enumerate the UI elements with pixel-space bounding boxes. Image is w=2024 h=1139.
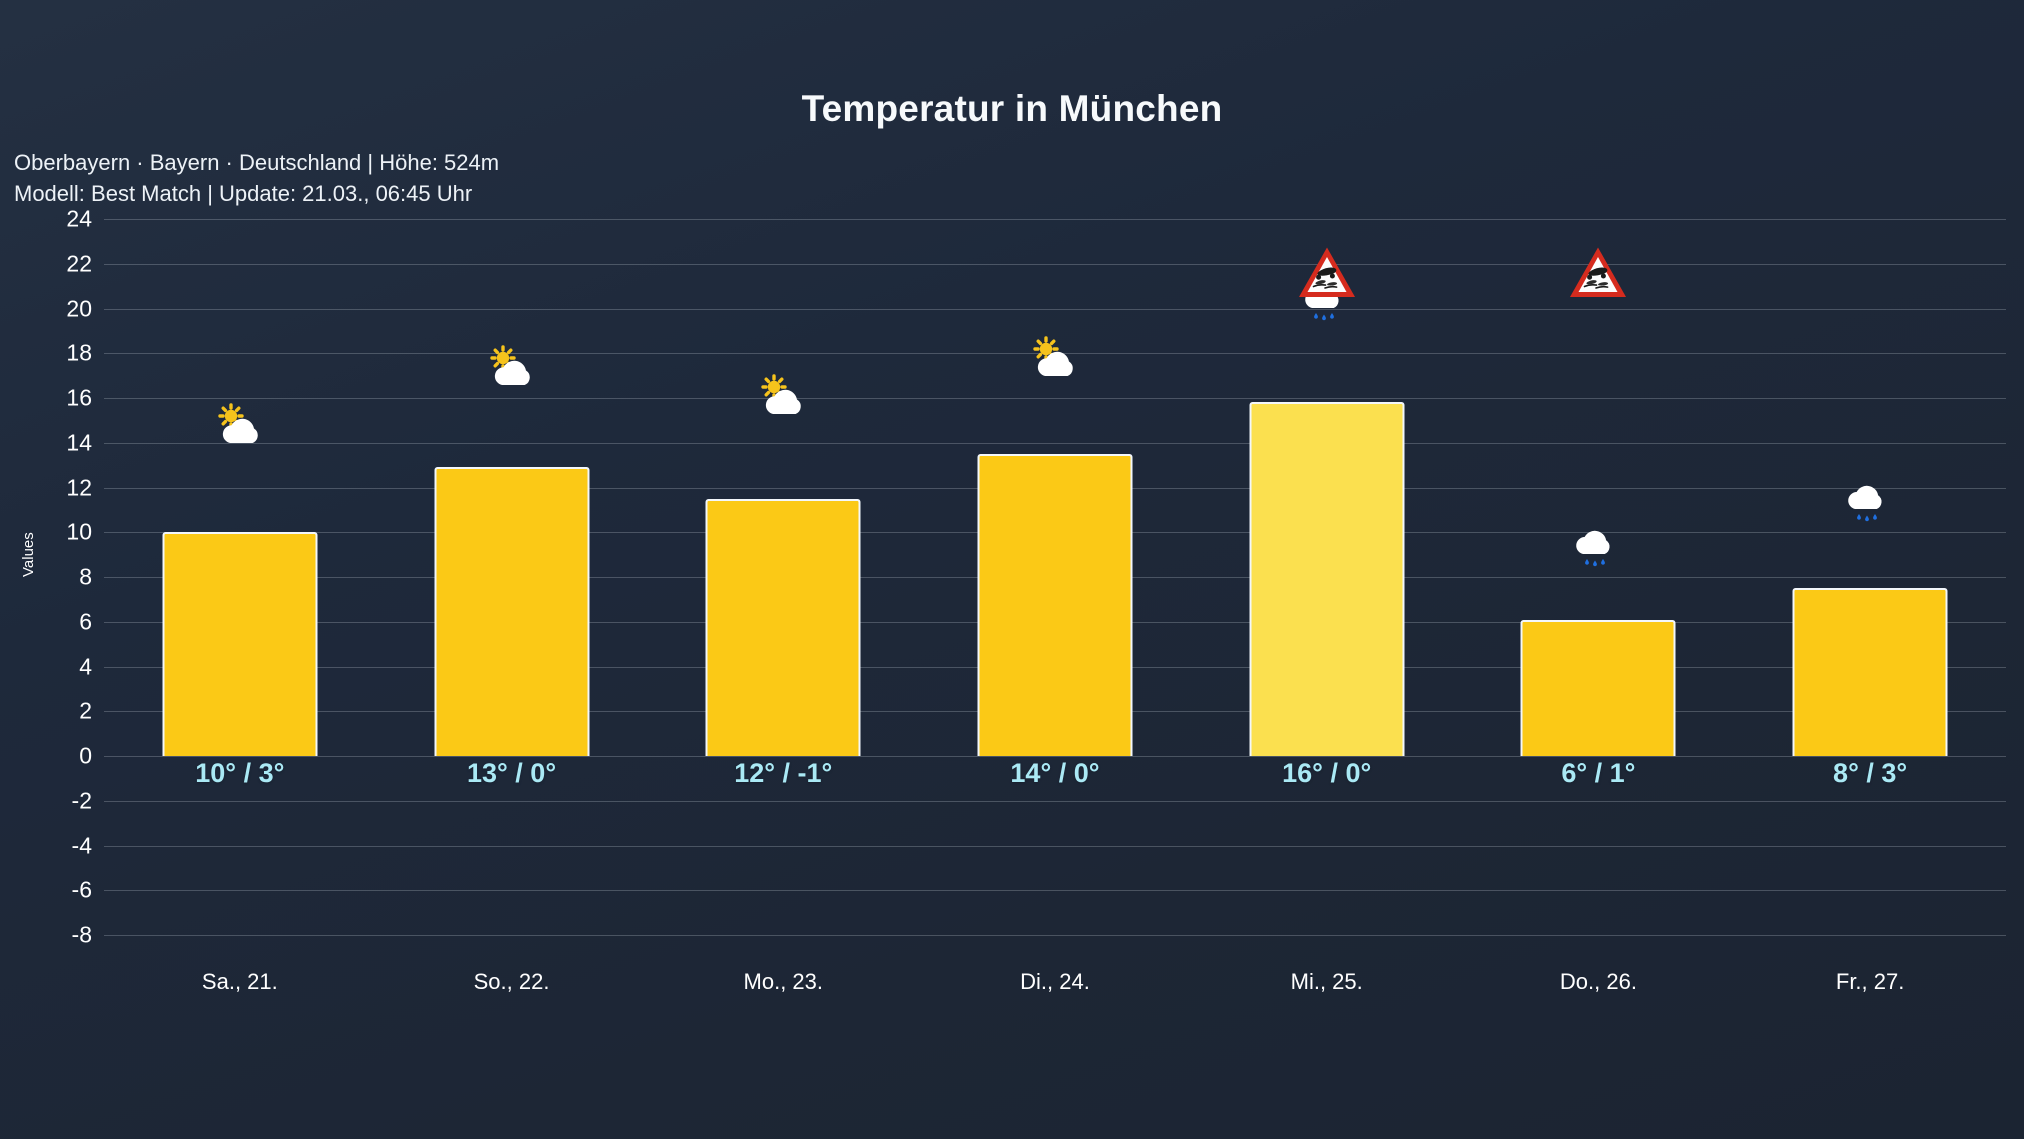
rain-cloud-icon xyxy=(1566,516,1630,580)
y-axis-tick-label: 4 xyxy=(79,653,92,679)
bar-value-label: 6° / 1° xyxy=(1561,758,1636,788)
gridline xyxy=(104,756,2006,757)
gridline xyxy=(104,219,2006,220)
sun-behind-cloud-icon xyxy=(1023,330,1087,394)
bar-group[interactable]: 13° / 0° So., 22. xyxy=(376,219,648,994)
bar-value-label: 12° / -1° xyxy=(734,758,833,788)
x-axis-tick-label: Do., 26. xyxy=(1559,969,1637,994)
bar-value-label: 13° / 0° xyxy=(466,758,557,788)
bar-group[interactable]: 12° / -1° Mo., 23. xyxy=(647,219,919,994)
x-axis-tick-label: Mi., 25. xyxy=(1290,969,1363,994)
temperature-bar[interactable] xyxy=(162,532,318,756)
y-axis-tick-label: 8 xyxy=(79,563,92,590)
gridline xyxy=(104,308,2006,310)
x-axis-tick-label: Mo., 23. xyxy=(743,969,824,994)
temperature-bar[interactable] xyxy=(1249,402,1405,756)
y-axis-tick-label: 22 xyxy=(66,250,92,277)
temperature-bar[interactable] xyxy=(434,467,590,756)
x-axis-tick-label: Sa., 21. xyxy=(201,969,278,994)
bar-group[interactable]: 16° / 0° Mi., 25. xyxy=(1191,219,1463,994)
y-axis-tick-label: 16 xyxy=(66,384,92,411)
y-axis-tick-label: 10 xyxy=(66,518,92,545)
model-update-line: Modell: Best Match | Update: 21.03., 06:… xyxy=(14,181,473,206)
page-title: Temperatur in München xyxy=(801,88,1223,129)
bar-group[interactable]: 14° / 0° Di., 24. xyxy=(919,219,1191,994)
bar-value-label: 8° / 3° xyxy=(1833,758,1908,788)
y-axis-tick-label: -2 xyxy=(71,787,92,814)
temperature-bar[interactable] xyxy=(1792,588,1948,756)
bar-group[interactable]: 6° / 1° Do., 26. xyxy=(1463,219,1735,994)
x-axis-tick-label: Fr., 27. xyxy=(1835,969,1905,994)
temperature-bar[interactable] xyxy=(705,498,861,756)
y-axis-tick-label: 0 xyxy=(79,742,92,769)
x-axis-tick-label: So., 22. xyxy=(473,969,550,994)
y-axis-tick-label: -6 xyxy=(71,876,92,903)
temperature-bar[interactable] xyxy=(977,453,1133,756)
sun-behind-cloud-icon xyxy=(751,368,815,432)
sun-behind-cloud-icon xyxy=(480,339,544,403)
gridline xyxy=(104,935,2006,936)
y-axis-tick-label: 6 xyxy=(79,608,92,635)
bar-value-label: 14° / 0° xyxy=(1010,758,1100,788)
gridline xyxy=(104,263,2006,265)
y-axis-tick-label: -4 xyxy=(71,832,92,858)
sun-behind-cloud-icon xyxy=(208,397,272,461)
gridline xyxy=(104,845,2006,847)
rain-cloud-icon xyxy=(1838,471,1902,535)
y-axis-tick-label: 18 xyxy=(66,339,92,366)
plot-area: 24 22 20 18 16 14 12 10 8 6 4 2 0 -2 -4 -6 -8 10° / 3° Sa… xyxy=(66,206,2006,994)
y-axis-tick-label: 12 xyxy=(66,474,92,500)
location-metadata: Oberbayern · Bayern · Deutschland | Höhe… xyxy=(14,147,499,209)
gridline xyxy=(104,398,2006,399)
bar-value-label: 16° / 0° xyxy=(1282,758,1372,788)
gridline xyxy=(104,800,2006,802)
temperature-bar[interactable] xyxy=(1520,619,1676,756)
bar-group[interactable]: 10° / 3° Sa., 21. xyxy=(104,219,376,994)
y-axis-tick-label: 2 xyxy=(79,697,92,724)
y-axis-tick-label: 24 xyxy=(66,205,92,232)
location-line: Oberbayern · Bayern · Deutschland | Höhe… xyxy=(14,150,500,175)
y-axis-tick-label: 14 xyxy=(66,429,92,456)
gridline xyxy=(104,890,2006,892)
slippery-road-warning-icon[interactable] xyxy=(1567,244,1629,302)
y-axis-tick-label: 20 xyxy=(66,295,92,321)
x-axis-tick-label: Di., 24. xyxy=(1020,969,1090,994)
bar-value-label: 10° / 3° xyxy=(195,758,285,788)
gridline xyxy=(104,442,2006,444)
slippery-road-warning-icon[interactable] xyxy=(1296,244,1358,302)
bar-group[interactable]: 8° / 3° Fr., 27. xyxy=(1734,219,2006,994)
y-axis-tick-label: -8 xyxy=(71,921,92,948)
